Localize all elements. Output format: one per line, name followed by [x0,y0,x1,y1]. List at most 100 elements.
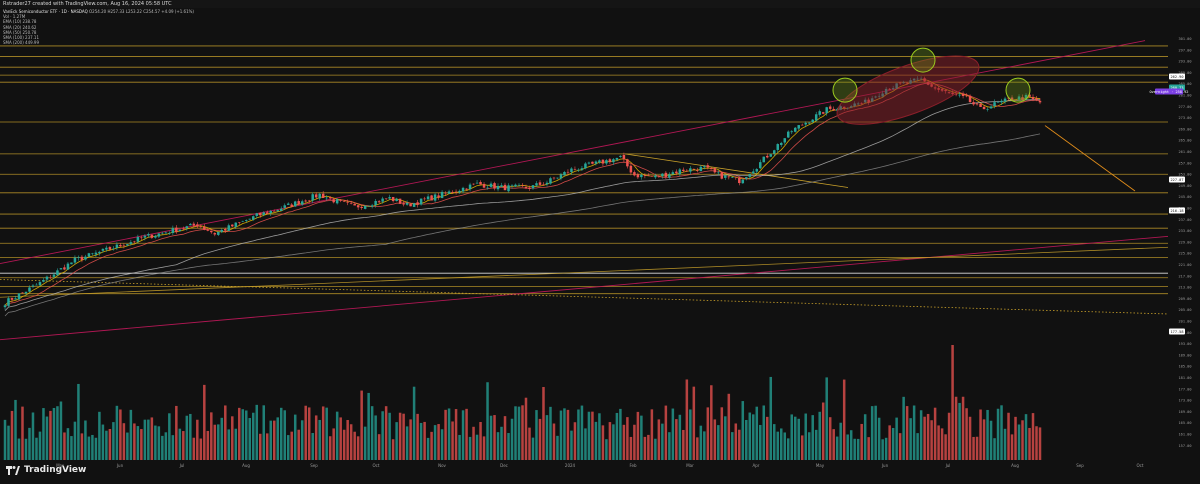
candle-body [321,193,325,199]
pattern-circle [910,47,936,73]
volume-bar [391,439,395,460]
candle-body [1028,94,1031,97]
candle-body [965,95,968,97]
candle-body [717,172,720,174]
price-tick-label: 289.00 [1179,71,1192,75]
volume-bar [21,406,24,460]
candles [3,76,1042,310]
volume-bar [626,417,629,460]
volume-bar [895,417,898,460]
volume-bar [283,410,286,460]
volume-bar [440,429,444,460]
candle-body [437,195,440,198]
candle-body [979,103,982,107]
legend-line[interactable]: SMA (20) 240.62 [3,24,37,30]
candle-body [157,233,161,237]
candle-body [265,212,269,214]
volume-bar [426,437,430,460]
candle-body [678,169,682,175]
volume-bar [175,405,178,460]
tradingview-logo[interactable]: TradingView [6,465,86,475]
volume-bar [884,437,888,460]
candle-body [622,154,626,160]
volume-bar [259,433,262,460]
price-tick-label: 301.00 [1179,37,1192,41]
price-tick-label: 173.00 [1179,399,1192,403]
candle-body [360,206,363,208]
legend-line[interactable]: SMA (100) 237.11 [3,35,40,41]
candle-body [206,229,210,231]
candle-body [101,248,105,251]
volume-bar [1007,412,1010,460]
volume-bar [388,412,391,460]
candle-body [734,176,738,178]
price-tick-label: 177.00 [1179,387,1192,391]
price-tick-label: 205.00 [1179,308,1192,312]
candle-body [126,244,129,246]
candle-body [793,127,797,132]
candle-body [419,198,423,205]
candle-body [759,162,762,169]
volume-bar [234,428,238,460]
volume-bar [45,416,49,460]
candle-body [720,172,724,179]
candle-body [689,168,692,172]
price-label-text: 262.90 [1171,75,1184,79]
volume-bar [196,419,199,460]
legend-symbol[interactable]: VanEck Semiconductor ETF · 1D · NASDAQ [3,9,88,14]
candle-body [633,172,636,176]
volume-bar [220,417,224,460]
volume-bar [807,432,811,460]
time-tick-label: Jul [179,463,185,468]
candle-body [566,171,570,173]
volume-bar [517,406,521,460]
legend-line[interactable]: SMA (200) 449.99 [3,40,40,46]
time-tick-label: Jul [945,463,951,468]
volume-bar [853,438,856,460]
volume-bar [961,396,965,460]
candle-body [136,236,140,242]
legend-line[interactable]: Vol · 1.27M [3,14,26,20]
volume-bar [496,432,500,460]
volume-bar [231,416,234,460]
volume-bar [891,428,895,460]
candle-body [535,183,538,186]
candle-body [297,201,300,205]
candle-body [451,191,454,193]
volume-bar [542,387,545,460]
candle-body [598,160,601,163]
candle-body [594,161,598,164]
candle-body [825,107,828,114]
volume-bar [947,412,951,460]
volume-bar [608,422,612,460]
price-tick-label: 281.00 [1179,94,1192,98]
candle-body [272,210,276,212]
legend-line[interactable]: EMA (10) 238.78 [3,19,37,25]
volume-bar [773,424,776,460]
price-tick-label: 185.00 [1179,365,1192,369]
volume-bar [300,420,304,460]
candle-body [657,175,661,177]
volume-bar [14,399,17,460]
candle-body [59,268,63,270]
volume-bar [3,419,7,460]
volume-bar [248,418,252,460]
volume-bar [77,383,80,460]
volume-bar [451,421,454,460]
volume-bar [937,425,940,460]
volume-bar [73,421,77,460]
candle-body [286,203,290,205]
volume-bar [49,410,52,460]
price-tick-label: 193.00 [1179,342,1192,346]
price-tick-label: 257.00 [1179,161,1192,165]
volume-bar [835,436,839,460]
candle-body [269,210,272,214]
volume-bar [685,379,689,460]
volume-bar [157,426,161,460]
volume-bar [598,413,601,460]
price-tick-label: 169.00 [1179,410,1192,414]
volume-bar [776,431,780,460]
volume-bar [367,392,370,460]
legend-line[interactable]: SMA (50) 250.78 [3,29,37,35]
